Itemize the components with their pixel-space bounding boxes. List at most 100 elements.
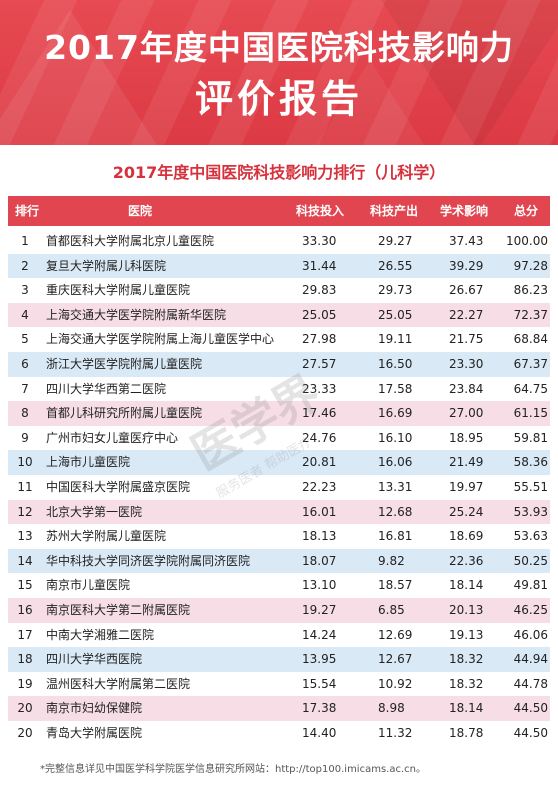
tech-output-cell: 13.31 xyxy=(378,479,413,494)
tech-output-cell: 16.10 xyxy=(378,430,413,445)
tech-input-cell: 18.07 xyxy=(302,553,337,568)
academic-impact-cell: 18.95 xyxy=(449,430,484,445)
academic-impact-cell: 26.67 xyxy=(449,283,484,298)
table-title: 2017年度中国医院科技影响力排行（儿科学） xyxy=(112,163,446,182)
tech-output-cell: 12.68 xyxy=(378,504,413,519)
total-score-cell: 44.50 xyxy=(513,725,548,740)
rank-cell: 20 xyxy=(17,725,33,740)
hospital-name-cell: 南京市儿童医院 xyxy=(46,578,131,593)
academic-impact-cell: 27.00 xyxy=(449,406,484,421)
rank-cell: 17 xyxy=(17,627,33,642)
table-row: 4 上海交通大学医学院附属新华医院 25.05 25.05 22.27 72.37 xyxy=(8,302,550,328)
header-total: 总分 xyxy=(514,204,539,218)
rank-cell: 14 xyxy=(17,553,33,568)
tech-output-cell: 12.67 xyxy=(378,652,413,667)
total-score-cell: 49.81 xyxy=(513,578,548,593)
academic-impact-cell: 25.24 xyxy=(449,504,484,519)
total-score-cell: 100.00 xyxy=(506,234,548,248)
total-score-cell: 46.25 xyxy=(513,602,548,617)
rank-cell: 6 xyxy=(21,356,29,371)
header-hospital: 医院 xyxy=(128,204,153,218)
table-header: 排行 医院 科技投入 科技产出 学术影响 总分 xyxy=(8,196,550,226)
hospital-name-cell: 中国医科大学附属盛京医院 xyxy=(46,479,191,494)
total-score-cell: 58.36 xyxy=(513,455,548,470)
tech-input-cell: 31.44 xyxy=(302,258,337,273)
rank-cell: 20 xyxy=(17,701,33,716)
total-score-cell: 97.28 xyxy=(513,258,548,273)
tech-input-cell: 27.57 xyxy=(302,356,337,371)
tech-input-cell: 13.10 xyxy=(302,578,337,593)
tech-input-cell: 17.38 xyxy=(302,701,337,716)
tech-output-cell: 19.11 xyxy=(378,332,413,347)
rank-cell: 18 xyxy=(17,652,33,667)
academic-impact-cell: 22.36 xyxy=(449,553,484,568)
tech-input-cell: 20.81 xyxy=(302,455,337,470)
rank-cell: 1 xyxy=(21,234,29,248)
hospital-name-cell: 温州医科大学附属第二医院 xyxy=(46,676,191,691)
table-row: 14 华中科技大学同济医学院附属同济医院 18.07 9.82 22.36 50.25 xyxy=(8,548,550,574)
academic-impact-cell: 18.32 xyxy=(449,652,484,667)
banner-decoration xyxy=(0,10,160,145)
academic-impact-cell: 22.27 xyxy=(449,307,484,322)
table-row: 11 中国医科大学附属盛京医院 22.23 13.31 19.97 55.51 xyxy=(8,474,550,500)
tech-output-cell: 16.06 xyxy=(378,455,413,470)
total-score-cell: 72.37 xyxy=(513,307,548,322)
hospital-name-cell: 首都儿科研究所附属儿童医院 xyxy=(46,406,203,421)
banner-decoration xyxy=(300,60,440,145)
tech-input-cell: 24.76 xyxy=(302,430,337,445)
header-tech-output: 科技产出 xyxy=(370,204,419,218)
header-tech-input: 科技投入 xyxy=(296,204,345,218)
total-score-cell: 67.37 xyxy=(513,356,548,371)
table-row: 3 重庆医科大学附属儿童医院 29.83 29.73 26.67 86.23 xyxy=(8,278,550,303)
hospital-name-cell: 复旦大学附属儿科医院 xyxy=(46,258,167,273)
academic-impact-cell: 18.32 xyxy=(449,676,484,691)
hospital-name-cell: 苏州大学附属儿童医院 xyxy=(46,529,167,544)
hospital-name-cell: 浙江大学医学院附属儿童医院 xyxy=(46,356,203,371)
banner-decoration xyxy=(368,0,558,145)
rank-cell: 11 xyxy=(17,479,33,494)
tech-output-cell: 16.69 xyxy=(378,406,413,421)
table-row: 8 首都儿科研究所附属儿童医院 17.46 16.69 27.00 61.15 xyxy=(8,401,550,426)
total-score-cell: 46.06 xyxy=(513,627,548,642)
table-row: 13 苏州大学附属儿童医院 18.13 16.81 18.69 53.63 xyxy=(8,524,550,549)
tech-input-cell: 17.46 xyxy=(302,406,337,421)
academic-impact-cell: 19.13 xyxy=(449,627,484,642)
banner-stripes xyxy=(0,0,558,145)
tech-output-cell: 26.55 xyxy=(378,258,413,273)
academic-impact-cell: 39.29 xyxy=(449,258,484,273)
academic-impact-cell: 18.78 xyxy=(449,725,484,740)
tech-output-cell: 9.82 xyxy=(378,553,405,568)
academic-impact-cell: 18.69 xyxy=(449,529,484,544)
table-row: 2 复旦大学附属儿科医院 31.44 26.55 39.29 97.28 xyxy=(8,253,550,279)
table-row: 15 南京市儿童医院 13.10 18.57 18.14 49.81 xyxy=(8,573,550,598)
header-rank: 排行 xyxy=(14,204,39,218)
rank-cell: 9 xyxy=(21,430,29,445)
header-academic-impact: 学术影响 xyxy=(440,204,489,218)
hospital-name-cell: 广州市妇女儿童医疗中心 xyxy=(46,430,179,445)
tech-input-cell: 29.83 xyxy=(302,283,337,298)
report-banner: 2017年度中国医院科技影响力 评价报告 xyxy=(0,0,558,145)
tech-input-cell: 33.30 xyxy=(302,234,337,248)
academic-impact-cell: 23.30 xyxy=(449,356,484,371)
rank-cell: 12 xyxy=(17,504,33,519)
tech-input-cell: 13.95 xyxy=(302,652,337,667)
footnote: *完整信息详见中国医学科学院医学信息研究所网站：http://top100.im… xyxy=(40,764,426,775)
hospital-name-cell: 上海交通大学医学院附属新华医院 xyxy=(46,307,227,322)
tech-output-cell: 6.85 xyxy=(378,602,405,617)
total-score-cell: 59.81 xyxy=(513,430,548,445)
academic-impact-cell: 20.13 xyxy=(449,602,484,617)
hospital-name-cell: 南京市妇幼保健院 xyxy=(46,701,143,716)
hospital-name-cell: 青岛大学附属医院 xyxy=(46,725,143,740)
total-score-cell: 44.50 xyxy=(513,701,548,716)
rank-cell: 2 xyxy=(21,258,29,273)
rank-cell: 8 xyxy=(21,406,29,421)
rank-cell: 5 xyxy=(21,332,29,347)
tech-input-cell: 14.40 xyxy=(302,725,337,740)
tech-input-cell: 27.98 xyxy=(302,332,337,347)
table-row: 20 青岛大学附属医院 14.40 11.32 18.78 44.50 xyxy=(8,720,550,746)
rank-cell: 13 xyxy=(17,529,33,544)
hospital-name-cell: 重庆医科大学附属儿童医院 xyxy=(46,283,191,298)
tech-input-cell: 19.27 xyxy=(302,602,337,617)
tech-output-cell: 29.73 xyxy=(378,283,413,298)
total-score-cell: 53.93 xyxy=(513,504,548,519)
